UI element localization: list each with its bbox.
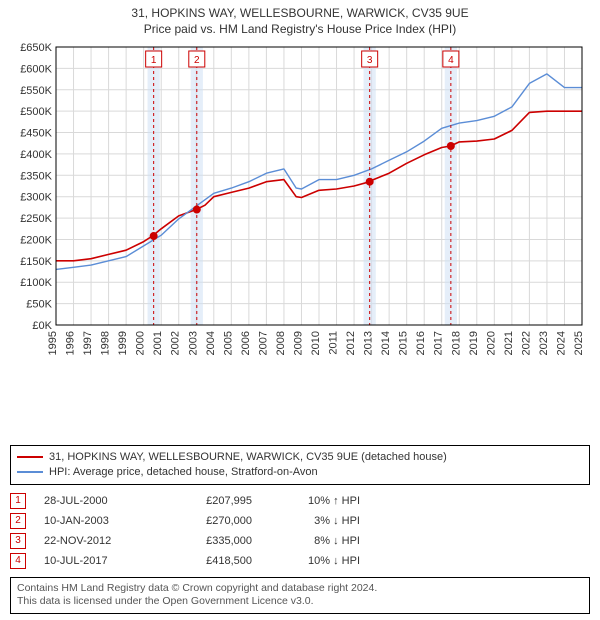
svg-text:2008: 2008 xyxy=(275,331,287,355)
svg-text:£350K: £350K xyxy=(20,170,52,182)
svg-text:£250K: £250K xyxy=(20,213,52,225)
title-line-2: Price paid vs. HM Land Registry's House … xyxy=(10,22,590,38)
svg-text:2020: 2020 xyxy=(485,331,497,355)
svg-text:2005: 2005 xyxy=(222,331,234,355)
svg-text:£0K: £0K xyxy=(32,320,52,332)
svg-text:2003: 2003 xyxy=(187,331,199,355)
sale-date: 10-JAN-2003 xyxy=(44,515,154,527)
svg-text:£450K: £450K xyxy=(20,128,52,140)
svg-text:1997: 1997 xyxy=(82,331,94,355)
sale-date: 22-NOV-2012 xyxy=(44,535,154,547)
price-chart: £0K £50K £100K £150K £200K £250K £300K £350K £40… xyxy=(10,41,590,361)
svg-text:£650K: £650K xyxy=(20,42,52,54)
svg-text:2019: 2019 xyxy=(468,331,480,355)
footer-line-1: Contains HM Land Registry data © Crown c… xyxy=(17,582,583,596)
svg-text:£400K: £400K xyxy=(20,149,52,161)
footer-line-2: This data is licensed under the Open Gov… xyxy=(17,595,583,609)
sale-row: 1 28-JUL-2000 £207,995 10% ↑ HPI xyxy=(10,491,590,511)
svg-text:2013: 2013 xyxy=(363,331,375,355)
svg-text:£50K: £50K xyxy=(26,299,52,311)
svg-text:2024: 2024 xyxy=(555,331,567,355)
legend-swatch xyxy=(17,471,43,473)
svg-text:1998: 1998 xyxy=(100,331,112,355)
svg-text:1999: 1999 xyxy=(117,331,129,355)
sale-marker-badge: 2 xyxy=(10,513,26,529)
sale-delta: 8% ↓ HPI xyxy=(270,535,360,547)
svg-text:2001: 2001 xyxy=(152,331,164,355)
svg-text:2021: 2021 xyxy=(503,331,515,355)
svg-text:4: 4 xyxy=(448,55,454,66)
svg-text:2014: 2014 xyxy=(380,331,392,355)
sale-row: 3 22-NOV-2012 £335,000 8% ↓ HPI xyxy=(10,531,590,551)
legend: 31, HOPKINS WAY, WELLESBOURNE, WARWICK, … xyxy=(10,445,590,485)
sale-date: 10-JUL-2017 xyxy=(44,555,154,567)
svg-text:1: 1 xyxy=(151,55,157,66)
legend-swatch xyxy=(17,456,43,458)
svg-text:2011: 2011 xyxy=(328,331,340,355)
svg-text:1996: 1996 xyxy=(65,331,77,355)
legend-row: HPI: Average price, detached house, Stra… xyxy=(17,465,583,480)
title-line-1: 31, HOPKINS WAY, WELLESBOURNE, WARWICK, … xyxy=(10,6,590,22)
sale-marker-badge: 1 xyxy=(10,493,26,509)
sale-row: 4 10-JUL-2017 £418,500 10% ↓ HPI xyxy=(10,551,590,571)
attribution: Contains HM Land Registry data © Crown c… xyxy=(10,577,590,614)
sale-date: 28-JUL-2000 xyxy=(44,495,154,507)
svg-text:2018: 2018 xyxy=(450,331,462,355)
svg-text:2022: 2022 xyxy=(520,331,532,355)
sale-marker-badge: 3 xyxy=(10,533,26,549)
svg-text:2: 2 xyxy=(194,55,200,66)
chart-area: £0K £50K £100K £150K £200K £250K £300K £350K £40… xyxy=(10,41,590,439)
sales-table: 1 28-JUL-2000 £207,995 10% ↑ HPI 2 10-JAN-200… xyxy=(10,491,590,571)
svg-text:£600K: £600K xyxy=(20,64,52,76)
svg-text:£150K: £150K xyxy=(20,256,52,268)
sale-delta: 3% ↓ HPI xyxy=(270,515,360,527)
svg-text:£200K: £200K xyxy=(20,235,52,247)
svg-text:2009: 2009 xyxy=(292,331,304,355)
legend-label: 31, HOPKINS WAY, WELLESBOURNE, WARWICK, … xyxy=(49,450,447,465)
sale-price: £207,995 xyxy=(172,495,252,507)
svg-text:1995: 1995 xyxy=(47,331,59,355)
chart-titles: 31, HOPKINS WAY, WELLESBOURNE, WARWICK, … xyxy=(10,6,590,37)
legend-label: HPI: Average price, detached house, Stra… xyxy=(49,465,318,480)
svg-text:2007: 2007 xyxy=(257,331,269,355)
svg-text:2006: 2006 xyxy=(240,331,252,355)
svg-text:2016: 2016 xyxy=(415,331,427,355)
svg-text:2015: 2015 xyxy=(398,331,410,355)
sale-marker-badge: 4 xyxy=(10,553,26,569)
svg-text:2010: 2010 xyxy=(310,331,322,355)
legend-row: 31, HOPKINS WAY, WELLESBOURNE, WARWICK, … xyxy=(17,450,583,465)
sale-delta: 10% ↓ HPI xyxy=(270,555,360,567)
svg-text:2012: 2012 xyxy=(345,331,357,355)
svg-text:2004: 2004 xyxy=(205,331,217,355)
sale-delta: 10% ↑ HPI xyxy=(270,495,360,507)
svg-text:£550K: £550K xyxy=(20,85,52,97)
svg-text:£300K: £300K xyxy=(20,192,52,204)
sale-row: 2 10-JAN-2003 £270,000 3% ↓ HPI xyxy=(10,511,590,531)
svg-text:2025: 2025 xyxy=(573,331,585,355)
sale-price: £418,500 xyxy=(172,555,252,567)
svg-text:2000: 2000 xyxy=(135,331,147,355)
svg-text:2017: 2017 xyxy=(433,331,445,355)
svg-text:£500K: £500K xyxy=(20,106,52,118)
sale-price: £335,000 xyxy=(172,535,252,547)
svg-text:3: 3 xyxy=(367,55,373,66)
svg-text:£100K: £100K xyxy=(20,277,52,289)
svg-text:2023: 2023 xyxy=(538,331,550,355)
svg-text:2002: 2002 xyxy=(170,331,182,355)
sale-price: £270,000 xyxy=(172,515,252,527)
